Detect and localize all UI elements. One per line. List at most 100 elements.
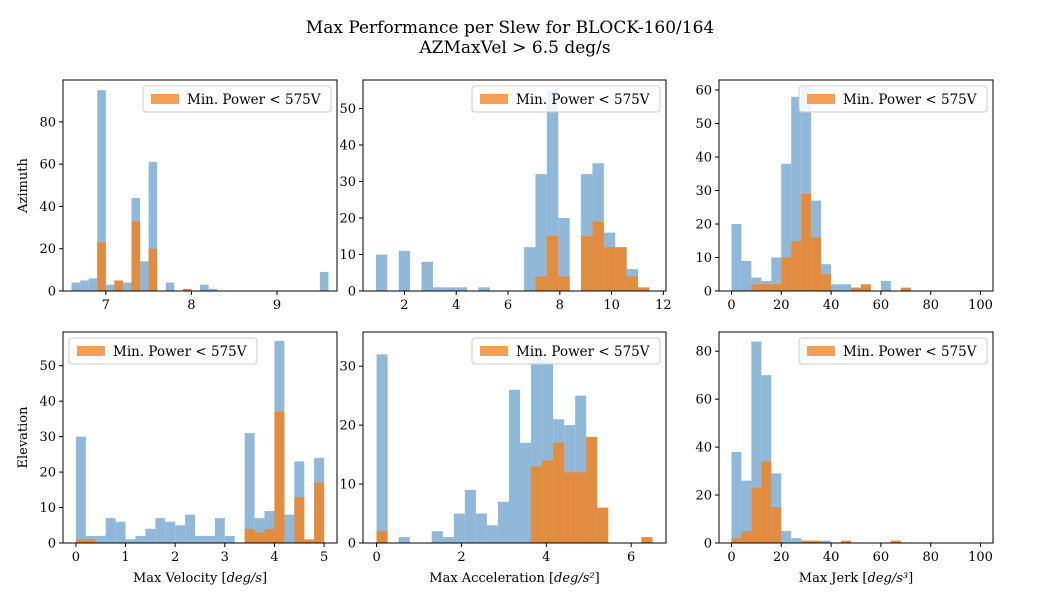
low-power-bar	[553, 442, 565, 543]
all-slews-bar	[791, 538, 802, 543]
all-slews-bar	[375, 254, 388, 291]
all-slews-bar	[531, 348, 543, 543]
low-power-bar	[274, 411, 285, 543]
y-axis-label: Elevation	[16, 406, 31, 469]
figure-title-line-2: AZMaxVel > 6.5 deg/s	[418, 38, 610, 58]
y-tick-label: 20	[695, 489, 712, 504]
all-slews-bar	[214, 518, 225, 543]
low-power-bar	[592, 221, 604, 291]
legend: Min. Power < 575V	[68, 337, 258, 365]
legend-label: Min. Power < 575V	[187, 92, 321, 108]
plot-area	[63, 332, 337, 543]
legend: Min. Power < 575V	[798, 85, 988, 113]
x-tick-label: 40	[823, 550, 840, 565]
low-power-bar	[731, 538, 742, 543]
all-slews-bar	[546, 90, 559, 291]
low-power-bar	[791, 240, 802, 291]
figure-title-line-1: Max Performance per Slew for BLOCK-160/1…	[306, 18, 714, 38]
all-slews-bar	[254, 518, 265, 543]
all-slews-bar	[771, 257, 782, 291]
all-slews-bar	[398, 250, 411, 291]
plot-area	[63, 80, 337, 291]
low-power-bar	[294, 496, 305, 543]
plot-frame	[718, 79, 994, 292]
low-power-bar	[254, 532, 265, 543]
low-power-bar	[575, 472, 587, 543]
low-power-bar	[811, 540, 822, 543]
all-slews-bar	[475, 513, 487, 543]
all-slews-bar	[284, 514, 295, 543]
all-slews-bar	[781, 163, 792, 291]
x-tick-label: 4	[270, 550, 278, 565]
all-slews-bar	[444, 287, 456, 291]
low-power-bar	[114, 280, 123, 291]
legend-swatch	[77, 346, 105, 356]
y-tick-label: 80	[695, 345, 712, 360]
low-power-bar	[558, 276, 570, 291]
plot-frame	[362, 331, 667, 544]
all-slews-bar	[88, 278, 98, 291]
all-slews-bar	[442, 537, 454, 543]
low-power-bar	[546, 236, 559, 291]
y-tick-label: 30	[339, 360, 356, 375]
low-power-bar	[771, 284, 782, 291]
all-slews-bar	[125, 539, 136, 543]
x-tick-label: 0	[727, 550, 735, 565]
low-power-bar	[535, 276, 547, 291]
all-slews-bar	[421, 261, 433, 291]
y-tick-label: 30	[339, 175, 356, 190]
x-tick-label: 5	[320, 550, 328, 565]
all-slews-bar	[497, 501, 509, 543]
low-power-bar	[586, 436, 598, 543]
legend-box	[142, 85, 332, 113]
all-slews-bar	[200, 284, 209, 291]
x-tick-label: 100	[968, 298, 993, 313]
low-power-bar	[603, 247, 616, 291]
all-slews-bar	[165, 521, 176, 543]
panel-az-velocity: 7 8 9 0 20 40 60 80 Azimuth Min. Power < 575V	[16, 79, 338, 313]
low-power-bar	[900, 287, 911, 291]
all-slews-bar	[431, 531, 443, 543]
x-tick-label: 8	[187, 298, 195, 313]
legend-box	[798, 337, 988, 365]
legend-label: Min. Power < 575V	[516, 92, 650, 108]
legend-box	[68, 337, 258, 365]
all-slews-bar	[486, 525, 498, 543]
legend-swatch	[807, 94, 835, 104]
x-tick-label: 40	[823, 298, 840, 313]
y-tick-label: 40	[39, 395, 56, 410]
low-power-bar	[564, 472, 576, 543]
legend-swatch	[480, 94, 508, 104]
all-slews-bar	[95, 535, 106, 543]
all-slews-bar	[244, 433, 255, 543]
all-slews-bar	[398, 537, 410, 543]
legend-box	[798, 85, 988, 113]
panel-az-acceleration: 2 4 6 8 10 12 0 10 20 30 40 50 Min. Power < 575V	[339, 79, 672, 313]
all-slews-bar	[135, 535, 146, 543]
low-power-bar	[751, 284, 762, 291]
plot-frame	[718, 331, 994, 544]
low-power-bar	[97, 242, 106, 291]
plot-frame	[362, 79, 667, 292]
x-axis-label: Max Acceleration [deg/s²]	[429, 571, 599, 586]
y-tick-label: 10	[39, 501, 56, 516]
y-tick-label: 50	[339, 102, 356, 117]
low-power-bar	[314, 482, 325, 543]
all-slews-bar	[455, 287, 468, 291]
low-power-bar	[771, 507, 782, 543]
panel-az-jerk: 0 20 40 60 80 100 0 10 20 30 40 50 60 Min. Power < 57…	[695, 79, 994, 313]
x-axis-label: Max Jerk [deg/s³]	[799, 571, 913, 586]
x-tick-label: 60	[873, 550, 890, 565]
low-power-bar	[182, 288, 192, 291]
all-slews-bar	[575, 395, 587, 543]
all-slews-bar	[781, 531, 792, 543]
y-tick-label: 40	[339, 138, 356, 153]
low-power-bar	[860, 284, 871, 291]
y-tick-label: 60	[695, 393, 712, 408]
x-tick-label: 0	[372, 550, 380, 565]
low-power-bar	[751, 487, 762, 543]
x-tick-label: 12	[655, 298, 672, 313]
legend-label: Min. Power < 575V	[516, 344, 650, 360]
